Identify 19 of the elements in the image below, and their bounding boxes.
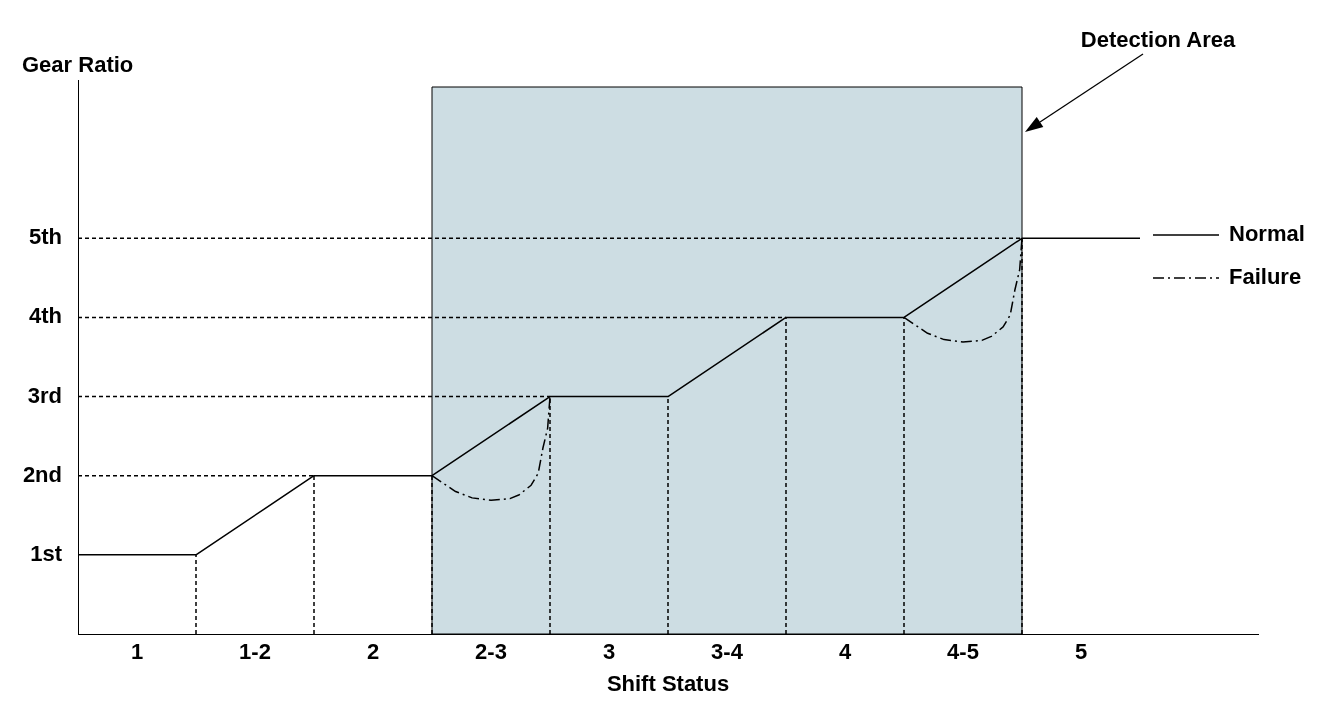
x-tick-label: 2 bbox=[366, 639, 380, 665]
text: Detection Area bbox=[1080, 27, 1236, 53]
x-axis-title: Shift Status bbox=[606, 671, 730, 697]
x-tick-label: 5 bbox=[1074, 639, 1088, 665]
legend-label: Failure bbox=[1229, 264, 1302, 290]
x-tick-label: 4-5 bbox=[947, 639, 979, 665]
legend-label: Normal bbox=[1229, 221, 1305, 247]
x-tick-label: 4 bbox=[838, 639, 852, 665]
y-tick-label: 4th bbox=[29, 303, 62, 329]
y-axis-title: Gear Ratio bbox=[22, 52, 134, 78]
y-tick-label: 5th bbox=[29, 224, 62, 250]
x-tick-label: 2-3 bbox=[475, 639, 507, 665]
y-tick-label: 3rd bbox=[27, 382, 62, 408]
x-tick-label: 3-4 bbox=[711, 639, 744, 665]
x-tick-label: 1-2 bbox=[239, 639, 271, 665]
y-tick-label: 2nd bbox=[22, 461, 62, 487]
y-tick-label: 1st bbox=[30, 540, 63, 566]
x-tick-label: 1 bbox=[130, 639, 144, 665]
x-tick-label: 3 bbox=[602, 639, 616, 665]
